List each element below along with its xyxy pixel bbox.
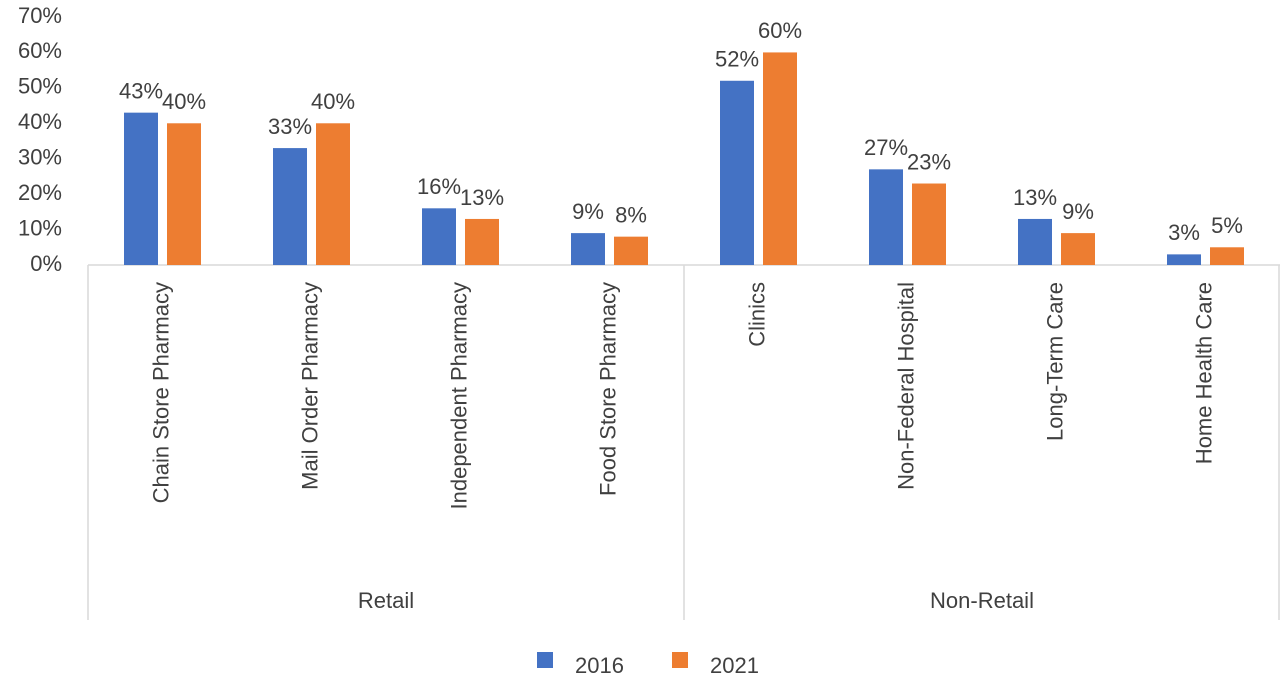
bar (422, 208, 456, 265)
y-tick-label: 40% (18, 109, 62, 134)
bar (316, 123, 350, 266)
y-tick-label: 20% (18, 180, 62, 205)
bar (273, 148, 307, 265)
data-label: 8% (615, 202, 647, 227)
bar (124, 112, 158, 266)
x-tick-label: Clinics (744, 282, 769, 347)
legend-label: 2021 (710, 653, 759, 678)
bar (869, 169, 903, 265)
bar (167, 123, 201, 266)
x-tick-label: Chain Store Pharmacy (148, 282, 173, 503)
x-tick-label: Mail Order Pharmacy (297, 282, 322, 490)
data-label: 5% (1211, 213, 1243, 238)
data-label: 16% (417, 174, 461, 199)
data-label: 9% (1062, 199, 1094, 224)
group-label: Non-Retail (930, 588, 1034, 613)
data-label: 33% (268, 114, 312, 139)
bar (465, 218, 499, 265)
bar (1061, 233, 1095, 265)
x-tick-label: Long-Term Care (1042, 282, 1067, 441)
group-label: Retail (358, 588, 414, 613)
y-tick-label: 60% (18, 38, 62, 63)
bar (614, 236, 648, 265)
data-label: 52% (715, 47, 759, 72)
data-label: 23% (907, 149, 951, 174)
bar (763, 52, 797, 265)
data-label: 3% (1168, 220, 1200, 245)
x-tick-label: Food Store Pharmacy (595, 282, 620, 496)
data-label: 9% (572, 199, 604, 224)
bar (1018, 218, 1052, 265)
y-tick-label: 70% (18, 3, 62, 28)
bar (720, 80, 754, 266)
data-label: 60% (758, 18, 802, 43)
legend-swatch (672, 652, 688, 668)
data-label: 40% (311, 89, 355, 114)
bar (1210, 247, 1244, 265)
y-tick-label: 0% (30, 251, 62, 276)
y-tick-label: 10% (18, 215, 62, 240)
x-tick-label: Non-Federal Hospital (893, 282, 918, 490)
data-label: 40% (162, 89, 206, 114)
x-tick-label: Independent Pharmacy (446, 282, 471, 510)
y-tick-label: 30% (18, 145, 62, 170)
y-tick-label: 50% (18, 74, 62, 99)
bar (912, 183, 946, 265)
legend-swatch (537, 652, 553, 668)
bar (571, 233, 605, 265)
data-label: 13% (460, 185, 504, 210)
data-label: 27% (864, 135, 908, 160)
data-label: 43% (119, 78, 163, 103)
bar (1167, 254, 1201, 265)
x-tick-label: Home Health Care (1191, 282, 1216, 464)
data-label: 13% (1013, 185, 1057, 210)
legend-label: 2016 (575, 653, 624, 678)
